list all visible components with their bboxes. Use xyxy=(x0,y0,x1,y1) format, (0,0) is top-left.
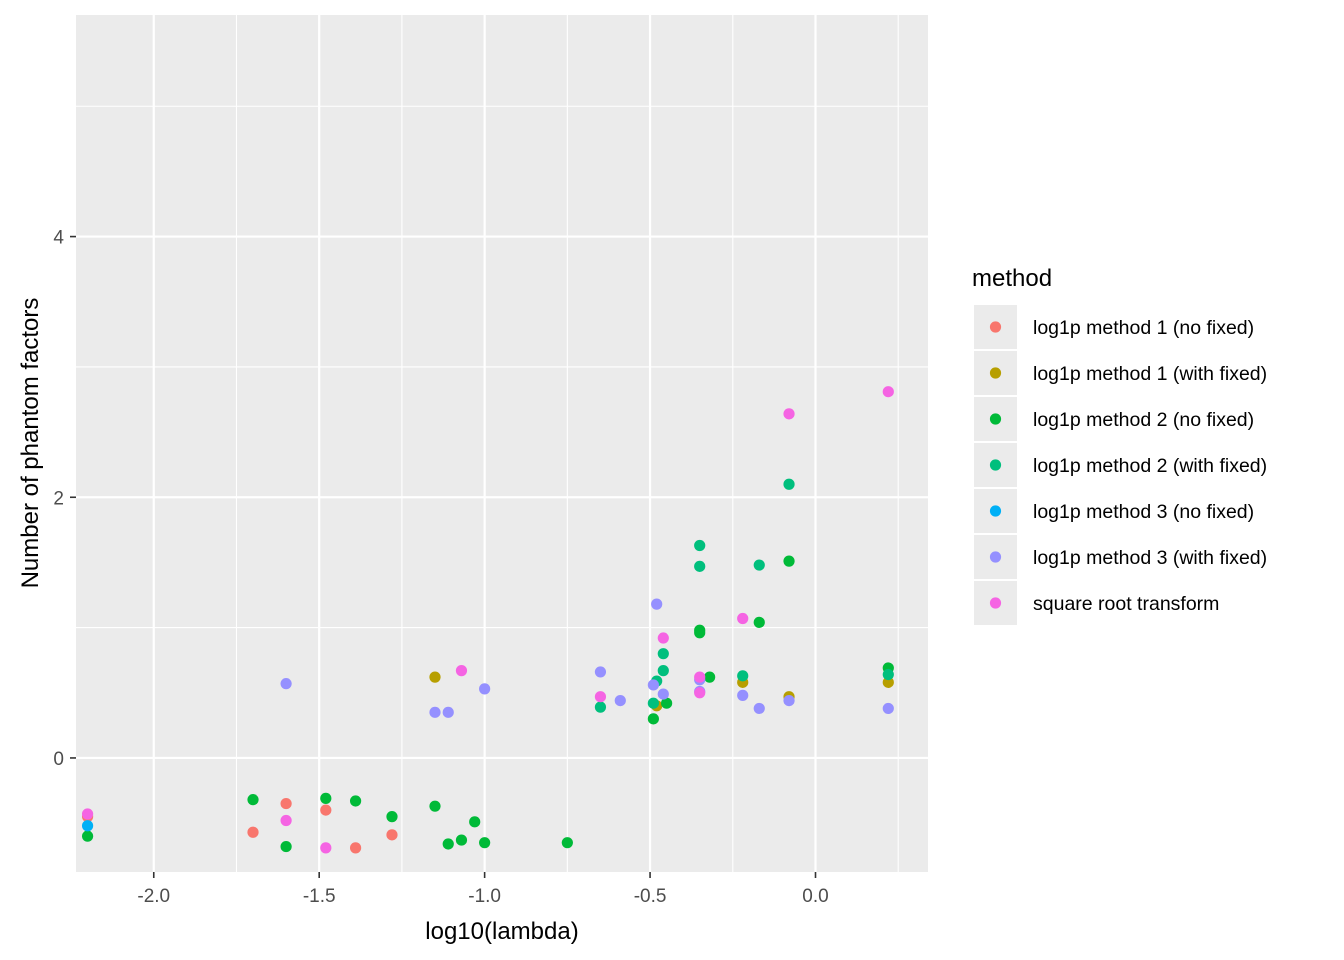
data-point xyxy=(783,695,795,707)
legend-marker xyxy=(989,459,1002,471)
y-tick-label: 0 xyxy=(53,749,64,770)
legend-marker xyxy=(989,367,1002,379)
legend-label: log1p method 2 (with fixed) xyxy=(1033,455,1267,477)
legend-marker xyxy=(989,413,1002,425)
y-tick-label: 4 xyxy=(53,228,64,249)
legend-label: log1p method 2 (no fixed) xyxy=(1033,409,1254,431)
data-point xyxy=(386,829,398,841)
legend: method log1p method 1 (no fixed)log1p me… xyxy=(972,265,1267,625)
data-point xyxy=(280,678,292,690)
x-tick-label: -2.0 xyxy=(137,886,170,907)
major-gridlines xyxy=(76,15,928,872)
data-point xyxy=(247,794,259,806)
data-point xyxy=(657,688,669,700)
data-point xyxy=(882,386,894,398)
data-point xyxy=(694,671,706,683)
data-point xyxy=(704,671,716,683)
data-point xyxy=(247,826,259,838)
data-point xyxy=(737,689,749,701)
data-point xyxy=(594,691,607,703)
data-point xyxy=(280,814,292,827)
data-point xyxy=(594,701,607,713)
data-point xyxy=(479,683,491,695)
legend-marker xyxy=(989,505,1002,517)
data-point xyxy=(694,687,706,699)
legend-label: log1p method 1 (no fixed) xyxy=(1033,317,1254,339)
data-points xyxy=(81,386,894,854)
data-point xyxy=(783,478,795,490)
y-axis-title: Number of phantom factors xyxy=(17,298,44,589)
data-point xyxy=(657,648,669,660)
data-point xyxy=(647,697,659,709)
data-point xyxy=(753,702,765,715)
data-point xyxy=(647,713,659,725)
data-point xyxy=(647,679,659,691)
data-point xyxy=(753,616,765,628)
data-point xyxy=(320,842,332,854)
data-point xyxy=(783,555,795,567)
data-point xyxy=(882,676,894,688)
y-axis: 0 2 4 xyxy=(53,228,76,770)
y-tick-label: 2 xyxy=(53,488,64,509)
data-point xyxy=(429,800,441,812)
x-tick-label: 0.0 xyxy=(802,886,828,907)
data-point xyxy=(386,811,398,823)
data-point xyxy=(561,837,573,849)
data-point xyxy=(694,560,706,572)
legend-label: log1p method 1 (with fixed) xyxy=(1033,363,1267,385)
data-point xyxy=(320,804,332,816)
data-point xyxy=(280,840,292,853)
data-point xyxy=(429,671,441,683)
data-point xyxy=(657,665,669,677)
legend-items: log1p method 1 (no fixed) log1p method 1 … xyxy=(974,305,1267,625)
data-point xyxy=(651,598,663,610)
x-tick-label: -1.5 xyxy=(303,886,336,907)
data-point xyxy=(694,539,706,552)
data-point xyxy=(349,795,362,807)
legend-title: method xyxy=(972,265,1052,292)
minor-gridlines xyxy=(76,15,928,872)
data-point xyxy=(657,632,669,644)
data-point xyxy=(81,820,94,832)
data-point xyxy=(280,797,292,810)
data-point xyxy=(81,808,94,820)
x-tick-label: -0.5 xyxy=(634,886,667,907)
legend-label: square root transform xyxy=(1033,593,1219,615)
panel-background xyxy=(76,15,928,872)
data-point xyxy=(469,816,481,828)
data-point xyxy=(442,838,454,850)
data-point xyxy=(479,837,491,849)
data-point xyxy=(349,842,362,854)
legend-marker xyxy=(989,321,1002,333)
data-point xyxy=(455,665,468,677)
legend-marker xyxy=(989,597,1002,609)
data-point xyxy=(442,706,454,718)
data-point xyxy=(81,830,94,842)
x-axis: -2.0 -1.5 -1.0 -0.5 0.0 xyxy=(137,872,829,907)
data-point xyxy=(737,612,749,625)
data-point xyxy=(455,834,468,846)
data-point xyxy=(753,559,765,571)
data-point xyxy=(320,792,332,804)
data-point xyxy=(429,706,441,718)
data-point xyxy=(661,697,673,709)
legend-marker xyxy=(989,551,1002,563)
data-point xyxy=(882,702,894,715)
legend-label: log1p method 3 (with fixed) xyxy=(1033,547,1267,569)
data-point xyxy=(882,668,894,681)
data-point xyxy=(783,408,795,420)
data-point xyxy=(614,695,626,707)
legend-label: log1p method 3 (no fixed) xyxy=(1033,501,1254,523)
data-point xyxy=(737,670,749,682)
data-point xyxy=(594,666,607,678)
x-tick-label: -1.0 xyxy=(468,886,501,907)
x-axis-title: log10(lambda) xyxy=(425,918,578,945)
data-point xyxy=(694,627,706,639)
